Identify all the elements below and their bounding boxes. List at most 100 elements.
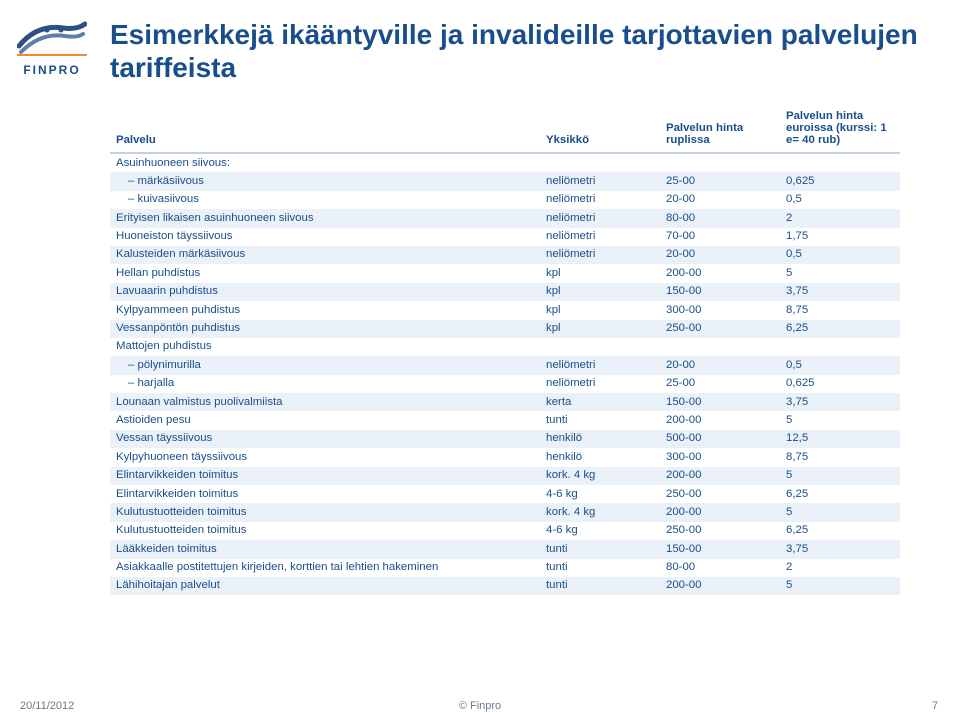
cell-euro [780, 338, 900, 356]
footer-page-number: 7 [932, 700, 938, 712]
cell-rupla: 150-00 [660, 283, 780, 301]
cell-euro: 3,75 [780, 393, 900, 411]
tariff-table-container: Palvelu Yksikkö Palvelun hinta ruplissa … [110, 106, 900, 595]
cell-palvelu: pölynimurilla [110, 356, 540, 374]
cell-rupla: 25-00 [660, 172, 780, 190]
table-row: Elintarvikkeiden toimitus4-6 kg250-006,2… [110, 485, 900, 503]
cell-yksikko: neliömetri [540, 228, 660, 246]
cell-palvelu: Astioiden pesu [110, 411, 540, 429]
cell-rupla: 200-00 [660, 264, 780, 282]
tariff-table: Palvelu Yksikkö Palvelun hinta ruplissa … [110, 106, 900, 595]
footer-copyright: © Finpro [459, 700, 501, 712]
cell-rupla: 200-00 [660, 577, 780, 595]
col-palvelu: Palvelu [110, 106, 540, 153]
cell-rupla: 20-00 [660, 191, 780, 209]
cell-rupla: 250-00 [660, 522, 780, 540]
cell-palvelu: Asuinhuoneen siivous: [110, 153, 540, 172]
cell-euro: 5 [780, 264, 900, 282]
cell-palvelu: Erityisen likaisen asuinhuoneen siivous [110, 209, 540, 227]
table-row: Asuinhuoneen siivous: [110, 153, 900, 172]
cell-yksikko [540, 338, 660, 356]
cell-yksikko: kerta [540, 393, 660, 411]
cell-palvelu: märkäsiivous [110, 172, 540, 190]
cell-euro: 6,25 [780, 522, 900, 540]
cell-yksikko: neliömetri [540, 356, 660, 374]
table-header-row: Palvelu Yksikkö Palvelun hinta ruplissa … [110, 106, 900, 153]
cell-palvelu: kuivasiivous [110, 191, 540, 209]
cell-euro [780, 153, 900, 172]
cell-palvelu: Vessanpöntön puhdistus [110, 320, 540, 338]
cell-yksikko: neliömetri [540, 191, 660, 209]
cell-yksikko: neliömetri [540, 375, 660, 393]
cell-rupla: 70-00 [660, 228, 780, 246]
cell-rupla: 300-00 [660, 448, 780, 466]
table-row: Kalusteiden märkäsiivousneliömetri20-000… [110, 246, 900, 264]
cell-yksikko: 4-6 kg [540, 522, 660, 540]
table-row: Lääkkeiden toimitustunti150-003,75 [110, 540, 900, 558]
table-row: Kylpyhuoneen täyssiivoushenkilö300-008,7… [110, 448, 900, 466]
table-row: harjallaneliömetri25-000,625 [110, 375, 900, 393]
cell-palvelu: Hellan puhdistus [110, 264, 540, 282]
table-body: Asuinhuoneen siivous:märkäsiivousneliöme… [110, 153, 900, 595]
table-row: Asiakkaalle postitettujen kirjeiden, kor… [110, 559, 900, 577]
table-row: Lavuaarin puhdistuskpl150-003,75 [110, 283, 900, 301]
cell-euro: 5 [780, 577, 900, 595]
cell-rupla: 150-00 [660, 393, 780, 411]
cell-rupla [660, 153, 780, 172]
brand-name: FINPRO [8, 63, 96, 77]
cell-yksikko: henkilö [540, 448, 660, 466]
table-row: Vessanpöntön puhdistuskpl250-006,25 [110, 320, 900, 338]
cell-rupla: 150-00 [660, 540, 780, 558]
cell-palvelu: Lääkkeiden toimitus [110, 540, 540, 558]
logo-swoosh-icon [17, 18, 87, 56]
cell-yksikko: tunti [540, 540, 660, 558]
table-row: Vessan täyssiivoushenkilö500-0012,5 [110, 430, 900, 448]
cell-rupla: 25-00 [660, 375, 780, 393]
cell-euro: 5 [780, 467, 900, 485]
cell-rupla: 200-00 [660, 503, 780, 521]
cell-rupla: 80-00 [660, 559, 780, 577]
cell-yksikko: tunti [540, 559, 660, 577]
cell-yksikko: tunti [540, 411, 660, 429]
col-euro: Palvelun hinta euroissa (kurssi: 1 e= 40… [780, 106, 900, 153]
table-row: Mattojen puhdistus [110, 338, 900, 356]
cell-yksikko: kpl [540, 320, 660, 338]
table-row: kuivasiivousneliömetri20-000,5 [110, 191, 900, 209]
cell-rupla: 250-00 [660, 485, 780, 503]
cell-euro: 3,75 [780, 283, 900, 301]
cell-rupla: 200-00 [660, 467, 780, 485]
col-rupla: Palvelun hinta ruplissa [660, 106, 780, 153]
col-yksikko: Yksikkö [540, 106, 660, 153]
cell-euro: 5 [780, 503, 900, 521]
cell-euro: 0,625 [780, 375, 900, 393]
cell-euro: 0,5 [780, 356, 900, 374]
cell-palvelu: Lavuaarin puhdistus [110, 283, 540, 301]
cell-euro: 12,5 [780, 430, 900, 448]
cell-euro: 1,75 [780, 228, 900, 246]
cell-palvelu: Asiakkaalle postitettujen kirjeiden, kor… [110, 559, 540, 577]
table-row: pölynimurillaneliömetri20-000,5 [110, 356, 900, 374]
cell-palvelu: Kulutustuotteiden toimitus [110, 503, 540, 521]
cell-euro: 5 [780, 411, 900, 429]
cell-yksikko: kpl [540, 283, 660, 301]
cell-euro: 8,75 [780, 301, 900, 319]
table-row: Kulutustuotteiden toimituskork. 4 kg200-… [110, 503, 900, 521]
footer-date: 20/11/2012 [20, 700, 74, 712]
cell-palvelu: Elintarvikkeiden toimitus [110, 467, 540, 485]
cell-palvelu: Kulutustuotteiden toimitus [110, 522, 540, 540]
cell-euro: 0,5 [780, 246, 900, 264]
cell-euro: 8,75 [780, 448, 900, 466]
cell-palvelu: Huoneiston täyssiivous [110, 228, 540, 246]
cell-palvelu: Vessan täyssiivous [110, 430, 540, 448]
cell-yksikko: kpl [540, 264, 660, 282]
cell-palvelu: harjalla [110, 375, 540, 393]
cell-palvelu: Kylpyhuoneen täyssiivous [110, 448, 540, 466]
cell-palvelu: Elintarvikkeiden toimitus [110, 485, 540, 503]
cell-palvelu: Mattojen puhdistus [110, 338, 540, 356]
cell-euro: 6,25 [780, 320, 900, 338]
cell-rupla: 20-00 [660, 246, 780, 264]
table-row: Kulutustuotteiden toimitus4-6 kg250-006,… [110, 522, 900, 540]
cell-yksikko: kork. 4 kg [540, 503, 660, 521]
table-row: Astioiden pesutunti200-005 [110, 411, 900, 429]
cell-palvelu: Kalusteiden märkäsiivous [110, 246, 540, 264]
